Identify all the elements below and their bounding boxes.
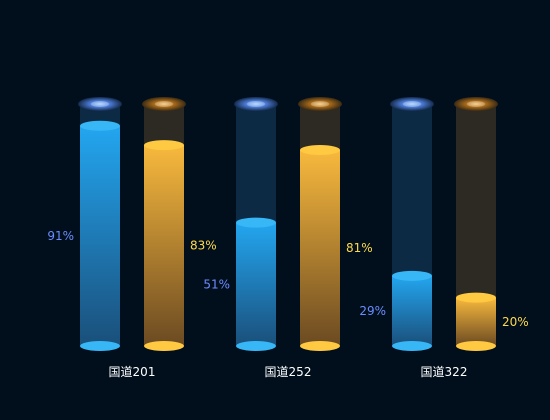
bar-value-label: 81%: [346, 241, 373, 255]
bar-value-label: 20%: [502, 315, 529, 329]
bar-track-top-glint: [155, 101, 173, 107]
bar-top-cap: [300, 144, 340, 155]
bar-track-top-glint: [403, 101, 421, 107]
bar-top-cap: [80, 120, 120, 131]
bar-top-cap: [144, 140, 184, 151]
bar-fill: [456, 297, 496, 346]
bar-track-top-glint: [467, 101, 485, 107]
bar-bottom-cap: [300, 341, 340, 351]
bar-bottom-cap: [456, 341, 496, 351]
bar-value-label: 91%: [47, 229, 74, 243]
bar-track-top: [298, 97, 342, 111]
bar-bottom-cap: [392, 341, 432, 351]
bar-fill: [300, 149, 340, 346]
bar-top-cap: [456, 292, 496, 303]
category-label: 国道252: [265, 365, 312, 379]
bar-track-top-glint: [311, 101, 329, 107]
bar-fill: [80, 125, 120, 346]
bar-fill: [236, 222, 276, 346]
bar-track-top: [78, 97, 122, 111]
bar-top-cap: [392, 270, 432, 281]
bar-fill: [144, 145, 184, 346]
bar-value-label: 29%: [359, 304, 386, 318]
bar-value-label: 51%: [203, 277, 230, 291]
bar-track-top: [390, 97, 434, 111]
bar-track-top: [234, 97, 278, 111]
bar-value-label: 83%: [190, 239, 217, 253]
bar-top-cap: [236, 217, 276, 228]
bar-bottom-cap: [80, 341, 120, 351]
bar-track-top-glint: [91, 101, 109, 107]
category-label: 国道201: [109, 365, 156, 379]
bar-track-top: [454, 97, 498, 111]
bar-fill: [392, 275, 432, 346]
bar-track-top: [142, 97, 186, 111]
bar-track-top-glint: [247, 101, 265, 107]
bar-bottom-cap: [236, 341, 276, 351]
category-label: 国道322: [421, 365, 468, 379]
bar-bottom-cap: [144, 341, 184, 351]
